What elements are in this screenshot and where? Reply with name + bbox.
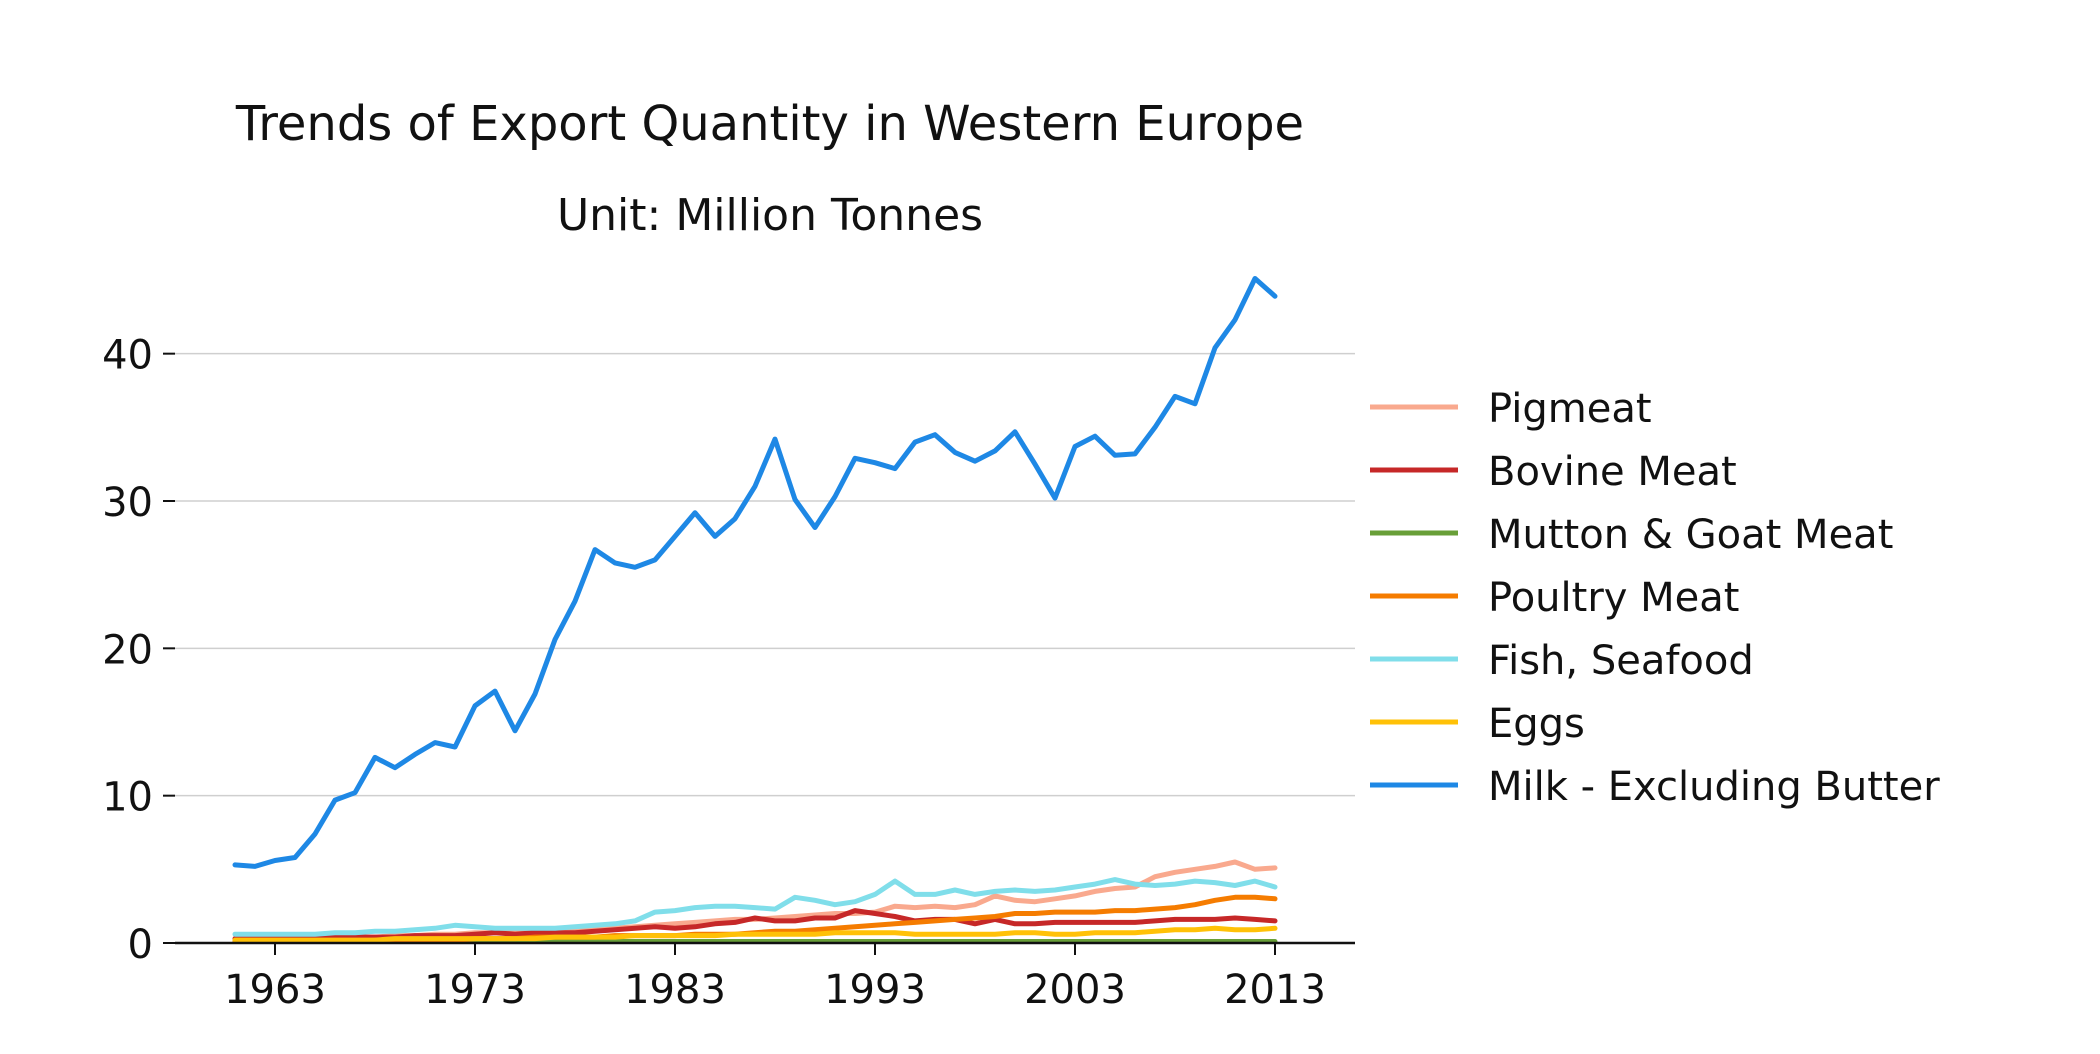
legend-label: Bovine Meat [1488,449,1737,495]
x-tick-label: 2003 [1024,967,1126,1013]
series-line-milk-excluding-butter [232,276,1278,869]
series-lines [232,276,1278,944]
series-line-pigmeat [232,859,1278,943]
legend-label: Pigmeat [1488,386,1652,432]
legend-label: Fish, Seafood [1488,638,1754,684]
y-tick-label: 10 [102,775,153,821]
x-tick-label: 1993 [824,967,926,1013]
chart-title: Trends of Export Quantity in Western Eur… [235,96,1304,152]
x-tick-label: 1963 [224,967,326,1013]
x-tick-label: 1973 [424,967,526,1013]
legend-label: Milk - Excluding Butter [1488,764,1940,810]
axes: 0 10 20 30 40 1963 1973 1983 1993 2003 2013 [102,333,1355,1013]
gridlines [175,352,1355,797]
legend-label: Eggs [1488,701,1585,747]
legend-label: Mutton & Goat Meat [1488,512,1893,558]
y-tick-label: 0 [128,922,153,968]
y-tick-label: 20 [102,627,153,673]
y-tick-label: 30 [102,480,153,526]
y-tick-label: 40 [102,333,153,379]
chart-subtitle: Unit: Million Tonnes [557,190,983,241]
legend-label: Poultry Meat [1488,575,1739,621]
legend: Pigmeat Bovine Meat Mutton & Goat Meat Poul… [1370,386,1940,810]
series-line-eggs [232,925,1278,943]
x-tick-label: 1983 [624,967,726,1013]
x-tick-label: 2013 [1224,967,1326,1013]
series-line-fish-seafood [232,877,1278,937]
